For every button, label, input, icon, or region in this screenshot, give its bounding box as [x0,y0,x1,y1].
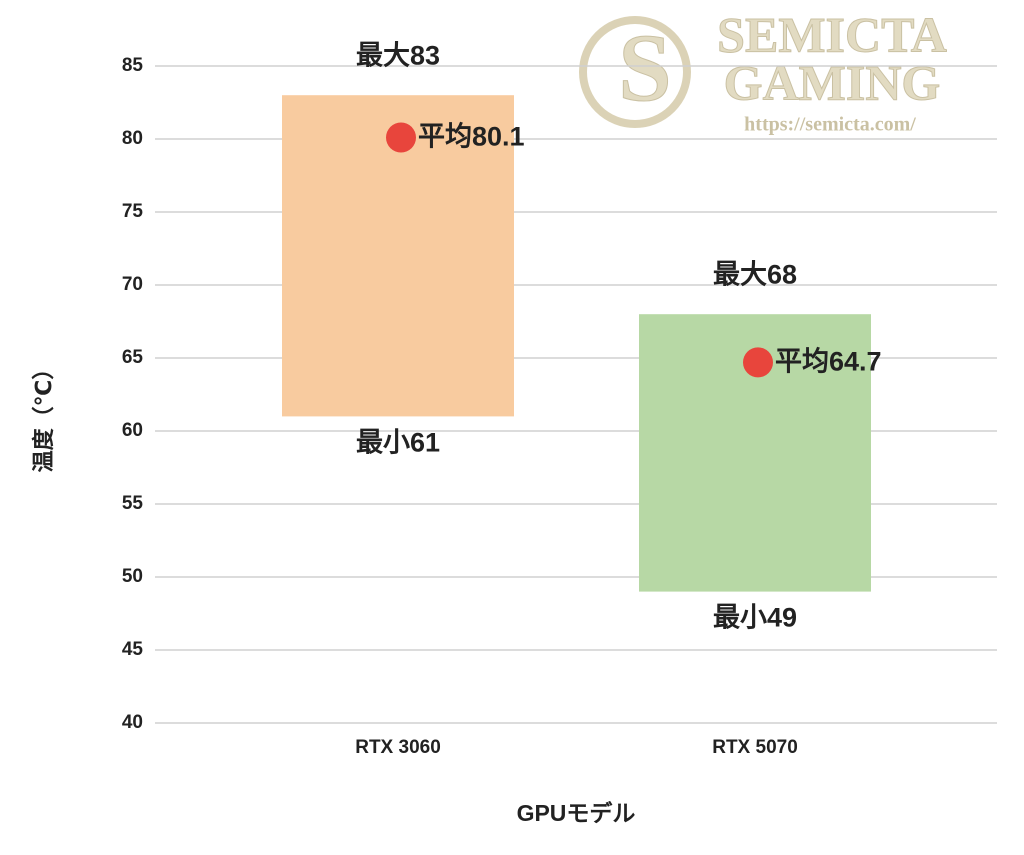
y-tick-label: 85 [122,55,144,76]
watermark-url: https://semicta.com/ [744,114,916,136]
watermark: S SEMICTA GAMING https://semicta.com/ [579,6,947,136]
max-label: 最大68 [713,259,797,289]
plot: 最大83 最小61 平均80.1 RTX 3060 最大68 最小49 平均64.7 RTX … [282,40,882,758]
y-tick-label: 55 [122,493,144,514]
watermark-logo-letter: S [618,14,671,121]
max-label: 最大83 [356,40,440,70]
y-tick-label: 65 [122,347,144,368]
average-label: 平均80.1 [418,122,525,152]
min-label: 最小61 [356,428,440,458]
average-dot [386,122,416,153]
y-tick-label: 70 [122,274,143,295]
y-tick-label: 75 [122,201,144,222]
y-tick-label: 50 [122,566,143,587]
min-label: 最小49 [713,603,797,633]
average-label: 平均64.7 [775,347,882,377]
y-axis-title: 温度（℃） [31,358,56,473]
x-axis-title: GPUモデル [517,800,636,826]
x-tick-label: RTX 5070 [712,737,798,758]
y-tick-label: 60 [122,420,143,441]
watermark-title: GAMING [724,54,941,110]
watermark-title: SEMICTA [717,6,947,62]
watermark-logo [579,16,691,128]
y-tick-label: 80 [122,128,143,149]
average-dot [743,347,773,378]
y-tick-label: 40 [122,712,143,733]
y-tick-label: 45 [122,639,144,660]
x-tick-label: RTX 3060 [355,737,441,758]
